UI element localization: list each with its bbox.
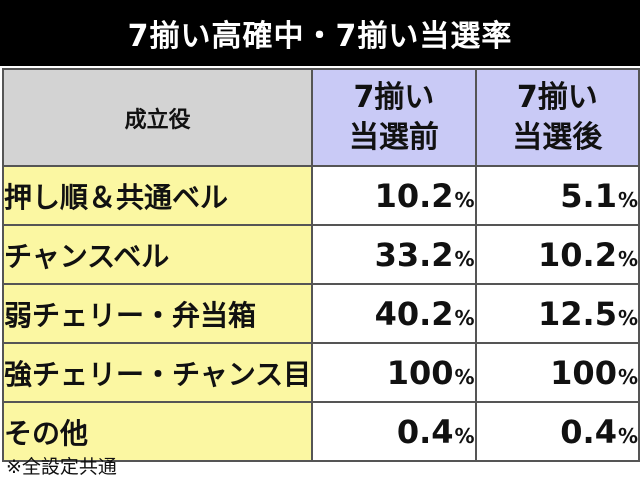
- rate-before-value: 33.2: [374, 235, 454, 274]
- rate-after-value: 0.4: [560, 412, 617, 451]
- rate-after-cell: 12.5%: [474, 283, 640, 344]
- percent-unit: %: [454, 364, 475, 389]
- column-header-before: 7揃い 当選前: [311, 68, 477, 167]
- rate-table: 成立役 7揃い 当選前 7揃い 当選後 押し順＆共通ベル 10.2% 5.1% …: [1, 68, 640, 462]
- row-label: 強チェリー・チャンス目: [1, 342, 314, 403]
- row-label: 弱チェリー・弁当箱: [1, 283, 314, 344]
- rate-after-cell: 0.4%: [474, 401, 640, 462]
- percent-unit: %: [617, 305, 638, 330]
- rate-after-cell: 5.1%: [474, 165, 640, 226]
- rate-after-cell: 10.2%: [474, 224, 640, 285]
- table-row: チャンスベル 33.2% 10.2%: [1, 224, 640, 285]
- corner-header: 成立役: [1, 68, 314, 167]
- rate-before-cell: 0.4%: [311, 401, 477, 462]
- table-row: 押し順＆共通ベル 10.2% 5.1%: [1, 165, 640, 226]
- percent-unit: %: [454, 423, 475, 448]
- percent-unit: %: [454, 246, 475, 271]
- column-header-after-line2: 当選後: [512, 119, 603, 155]
- page-title: 7揃い高確中・7揃い当選率: [0, 0, 640, 66]
- rate-before-value: 100: [386, 353, 454, 392]
- percent-unit: %: [454, 187, 475, 212]
- rate-before-cell: 100%: [311, 342, 477, 403]
- table-header-row: 成立役 7揃い 当選前 7揃い 当選後: [1, 68, 640, 167]
- percent-unit: %: [617, 187, 638, 212]
- rate-before-value: 40.2: [374, 294, 454, 333]
- rate-before-cell: 10.2%: [311, 165, 477, 226]
- rate-before-cell: 40.2%: [311, 283, 477, 344]
- rate-before-value: 0.4: [396, 412, 454, 451]
- table-row: その他 0.4% 0.4%: [1, 401, 640, 462]
- row-label: チャンスベル: [1, 224, 314, 285]
- table-row: 強チェリー・チャンス目 100% 100%: [1, 342, 640, 403]
- percent-unit: %: [617, 246, 638, 271]
- percent-unit: %: [617, 364, 638, 389]
- column-header-before-line2: 当選前: [348, 119, 439, 155]
- footnote: ※全設定共通: [6, 456, 117, 478]
- rate-after-value: 100: [550, 353, 617, 392]
- rate-before-value: 10.2: [374, 176, 454, 215]
- rate-after-cell: 100%: [474, 342, 640, 403]
- row-label: その他: [1, 401, 314, 462]
- table-row: 弱チェリー・弁当箱 40.2% 12.5%: [1, 283, 640, 344]
- rate-after-value: 5.1: [560, 176, 617, 215]
- row-label: 押し順＆共通ベル: [1, 165, 314, 226]
- percent-unit: %: [617, 423, 638, 448]
- rate-before-cell: 33.2%: [311, 224, 477, 285]
- column-header-after-line1: 7揃い: [516, 79, 598, 115]
- rate-after-value: 10.2: [538, 235, 617, 274]
- rate-after-value: 12.5: [538, 294, 617, 333]
- column-header-after: 7揃い 当選後: [474, 68, 640, 167]
- percent-unit: %: [454, 305, 475, 330]
- column-header-before-line1: 7揃い: [353, 79, 435, 115]
